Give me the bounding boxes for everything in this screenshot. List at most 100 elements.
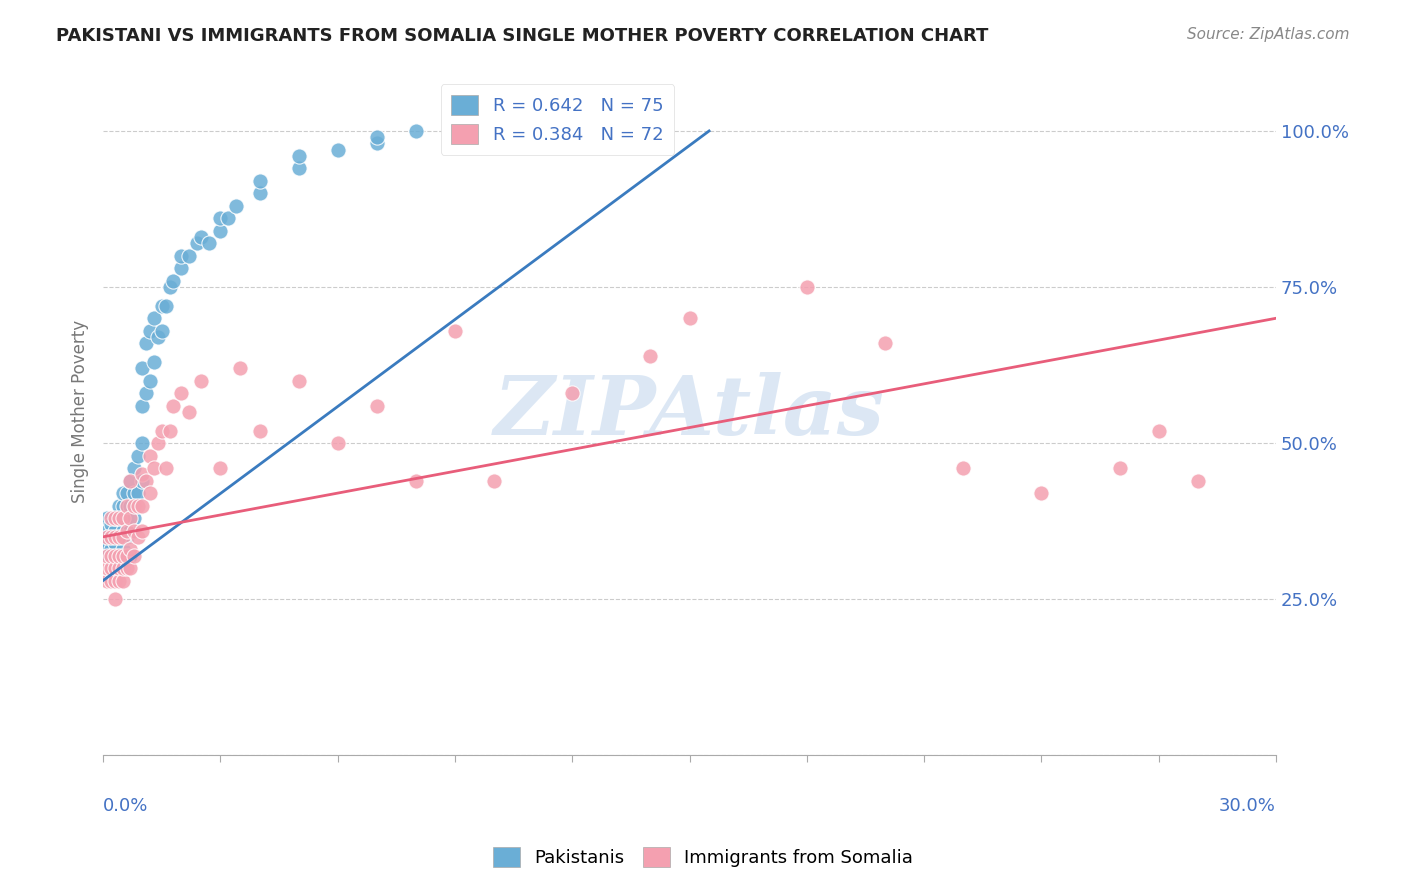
Point <box>111 524 134 538</box>
Point <box>107 511 129 525</box>
Point <box>100 555 122 569</box>
Point <box>139 449 162 463</box>
Point <box>155 299 177 313</box>
Point <box>115 549 138 563</box>
Point <box>96 524 118 538</box>
Point <box>170 249 193 263</box>
Point <box>120 561 142 575</box>
Point <box>873 336 896 351</box>
Point <box>249 174 271 188</box>
Point <box>561 124 583 138</box>
Point <box>104 511 127 525</box>
Point <box>96 549 118 563</box>
Point <box>111 511 134 525</box>
Point <box>120 524 142 538</box>
Point <box>115 486 138 500</box>
Point <box>107 511 129 525</box>
Point <box>107 530 129 544</box>
Point <box>326 143 349 157</box>
Point <box>326 436 349 450</box>
Point <box>120 542 142 557</box>
Point <box>155 461 177 475</box>
Point <box>115 524 138 538</box>
Text: 0.0%: 0.0% <box>103 797 149 814</box>
Point <box>366 136 388 151</box>
Point <box>115 499 138 513</box>
Point <box>522 124 544 138</box>
Point <box>135 474 157 488</box>
Point <box>159 424 181 438</box>
Point <box>96 561 118 575</box>
Point <box>107 499 129 513</box>
Point <box>1147 424 1170 438</box>
Point <box>190 374 212 388</box>
Point <box>104 592 127 607</box>
Point <box>131 361 153 376</box>
Point <box>640 349 662 363</box>
Point <box>482 124 505 138</box>
Point <box>104 574 127 588</box>
Point <box>107 549 129 563</box>
Point <box>150 424 173 438</box>
Point <box>139 374 162 388</box>
Point <box>104 549 127 563</box>
Point <box>142 355 165 369</box>
Point <box>405 124 427 138</box>
Point <box>111 499 134 513</box>
Point <box>96 574 118 588</box>
Legend: R = 0.642   N = 75, R = 0.384   N = 72: R = 0.642 N = 75, R = 0.384 N = 72 <box>440 85 675 155</box>
Text: Source: ZipAtlas.com: Source: ZipAtlas.com <box>1187 27 1350 42</box>
Point <box>115 561 138 575</box>
Point <box>100 549 122 563</box>
Text: PAKISTANI VS IMMIGRANTS FROM SOMALIA SINGLE MOTHER POVERTY CORRELATION CHART: PAKISTANI VS IMMIGRANTS FROM SOMALIA SIN… <box>56 27 988 45</box>
Point <box>127 486 149 500</box>
Point <box>111 530 134 544</box>
Point <box>124 524 146 538</box>
Point <box>150 324 173 338</box>
Point <box>131 499 153 513</box>
Point <box>111 561 134 575</box>
Point <box>249 186 271 201</box>
Point <box>120 474 142 488</box>
Point <box>139 324 162 338</box>
Point <box>111 574 134 588</box>
Point <box>209 461 232 475</box>
Point <box>197 236 219 251</box>
Point <box>678 311 700 326</box>
Point <box>561 386 583 401</box>
Point <box>444 324 467 338</box>
Legend: Pakistanis, Immigrants from Somalia: Pakistanis, Immigrants from Somalia <box>485 839 921 874</box>
Point <box>96 511 118 525</box>
Point <box>131 467 153 482</box>
Point <box>179 249 201 263</box>
Point <box>135 386 157 401</box>
Point <box>209 224 232 238</box>
Y-axis label: Single Mother Poverty: Single Mother Poverty <box>72 320 89 503</box>
Point <box>366 399 388 413</box>
Point <box>100 542 122 557</box>
Point <box>170 386 193 401</box>
Point <box>104 561 127 575</box>
Point <box>124 486 146 500</box>
Point <box>139 486 162 500</box>
Point <box>186 236 208 251</box>
Point <box>100 574 122 588</box>
Point <box>135 336 157 351</box>
Point <box>111 561 134 575</box>
Point <box>104 549 127 563</box>
Point <box>124 461 146 475</box>
Point <box>100 530 122 544</box>
Point <box>131 524 153 538</box>
Point <box>150 299 173 313</box>
Point <box>96 536 118 550</box>
Point <box>107 561 129 575</box>
Point <box>444 124 467 138</box>
Point <box>482 474 505 488</box>
Point <box>287 374 309 388</box>
Point <box>120 511 142 525</box>
Point <box>120 499 142 513</box>
Point <box>225 199 247 213</box>
Point <box>127 530 149 544</box>
Point <box>120 474 142 488</box>
Point <box>159 280 181 294</box>
